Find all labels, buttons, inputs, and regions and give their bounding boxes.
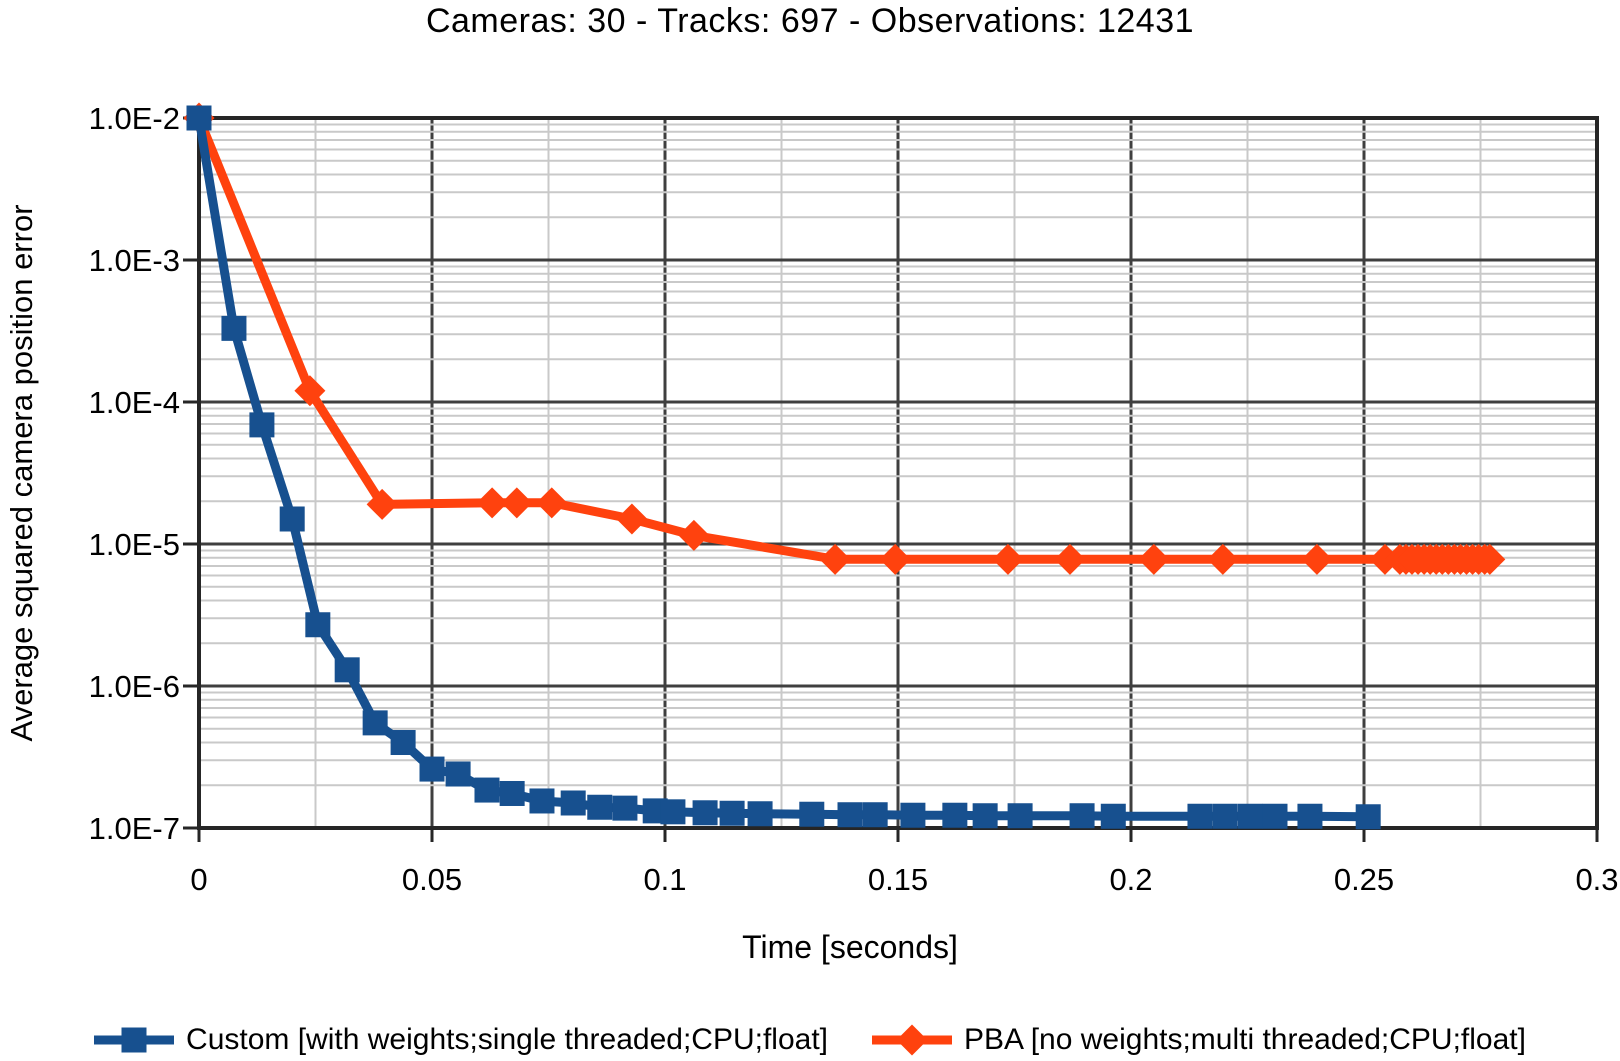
svg-text:0.3: 0.3 [1575,862,1618,897]
x-axis-title: Time [seconds] [742,929,958,965]
svg-text:1.0E-6: 1.0E-6 [89,669,180,704]
svg-text:0.15: 0.15 [868,862,928,897]
legend-label-pba: PBA [no weights;multi threaded;CPU;float… [964,1023,1526,1056]
svg-text:1.0E-2: 1.0E-2 [89,101,180,136]
series-custom [186,105,1381,830]
svg-text:0.05: 0.05 [402,862,462,897]
legend: Custom [with weights;single threaded;CPU… [0,1023,1620,1057]
grid-major-horizontal [199,258,1597,688]
svg-text:1.0E-7: 1.0E-7 [89,811,180,846]
grid-minor-horizontal [199,123,1597,787]
svg-text:0: 0 [190,862,207,897]
y-tick-labels: 1.0E-2 1.0E-3 1.0E-4 1.0E-5 1.0E-6 1.0E-7 [89,101,180,846]
legend-item-custom: Custom [with weights;single threaded;CPU… [94,1023,828,1057]
svg-text:1.0E-4: 1.0E-4 [89,385,180,420]
x-tick-labels: 0 0.05 0.1 0.15 0.2 0.25 0.3 [190,862,1618,897]
plot-area: 1.0E-2 1.0E-3 1.0E-4 1.0E-5 1.0E-6 1.0E-7 0 0.0… [89,101,1619,897]
grid-major-vertical [430,118,1366,828]
legend-diamond-marker-icon [872,1024,952,1056]
chart-title: Cameras: 30 - Tracks: 697 - Observations… [425,2,1195,40]
svg-text:0.25: 0.25 [1334,862,1394,897]
svg-text:0.2: 0.2 [1109,862,1152,897]
legend-label-custom: Custom [with weights;single threaded;CPU… [186,1023,828,1056]
legend-item-pba: PBA [no weights;multi threaded;CPU;float… [872,1023,1526,1057]
series-pba [183,102,1506,575]
grid-minor-vertical [314,118,1482,828]
svg-text:1.0E-5: 1.0E-5 [89,527,180,562]
svg-text:0.1: 0.1 [643,862,686,897]
legend-square-marker-icon [94,1027,175,1053]
svg-text:1.0E-3: 1.0E-3 [89,243,180,278]
